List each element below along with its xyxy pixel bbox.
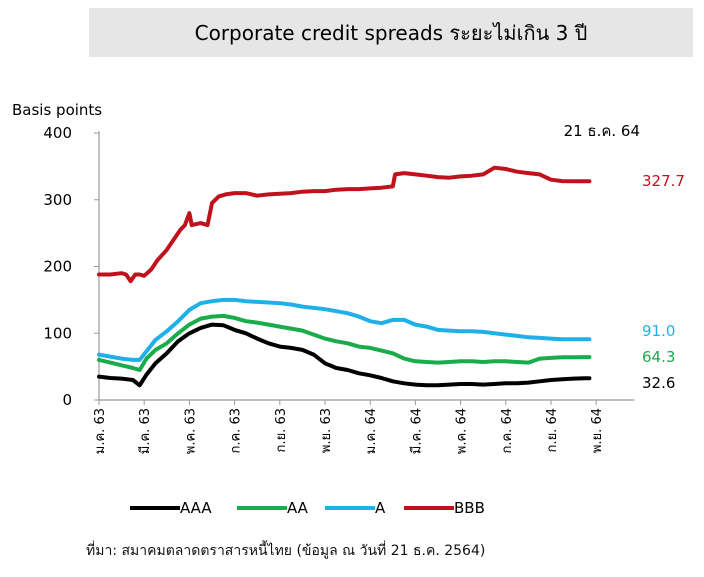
date-annotation: 21 ธ.ค. 64 bbox=[564, 122, 640, 140]
legend-label-bbb: BBB bbox=[454, 499, 485, 517]
x-tick-label: ม.ค. 63 bbox=[93, 408, 108, 454]
end-label-bbb: 327.7 bbox=[642, 172, 685, 190]
legend-label-aaa: AAA bbox=[180, 499, 212, 517]
x-tick-label: ม.ค. 64 bbox=[364, 408, 379, 454]
x-tick-label: พ.ค. 63 bbox=[183, 408, 198, 454]
x-tick-label: พ.ย. 63 bbox=[319, 408, 334, 453]
series-line-aaa bbox=[97, 322, 592, 388]
x-tick-label: พ.ย. 64 bbox=[590, 408, 605, 453]
y-tick-label: 200 bbox=[43, 258, 72, 276]
end-label-aa: 64.3 bbox=[642, 348, 675, 366]
end-label-aaa: 32.6 bbox=[642, 374, 675, 392]
y-tick-label: 0 bbox=[62, 391, 72, 409]
legend-label-a: A bbox=[375, 499, 386, 517]
y-tick-label: 300 bbox=[43, 191, 72, 209]
y-tick-label: 400 bbox=[43, 124, 72, 142]
x-tick-label: มี.ค. 63 bbox=[137, 408, 153, 454]
x-tick-label: ก.ย. 63 bbox=[274, 408, 289, 452]
x-tick-label: พ.ค. 64 bbox=[455, 408, 470, 454]
legend-label-aa: AA bbox=[287, 499, 309, 517]
series-line-a bbox=[97, 297, 592, 362]
end-label-a: 91.0 bbox=[642, 322, 675, 340]
series-line-bbb bbox=[97, 165, 592, 284]
y-tick-label: 100 bbox=[43, 324, 72, 342]
y-axis-title: Basis points bbox=[12, 101, 102, 119]
x-tick-label: มี.ค. 64 bbox=[408, 408, 424, 454]
series-line-aa bbox=[97, 313, 592, 372]
title-box: Corporate credit spreads ระยะไม่เกิน 3 ป… bbox=[89, 8, 693, 57]
x-tick-label: ก.ย. 64 bbox=[545, 408, 560, 452]
chart-title: Corporate credit spreads ระยะไม่เกิน 3 ป… bbox=[194, 20, 588, 45]
source-note: ที่มา: สมาคมตลาดตราสารหนี้ไทย (ข้อมูล ณ … bbox=[86, 543, 486, 559]
x-tick-label: ก.ค. 63 bbox=[229, 408, 244, 454]
x-tick-label: ก.ค. 64 bbox=[500, 408, 515, 454]
